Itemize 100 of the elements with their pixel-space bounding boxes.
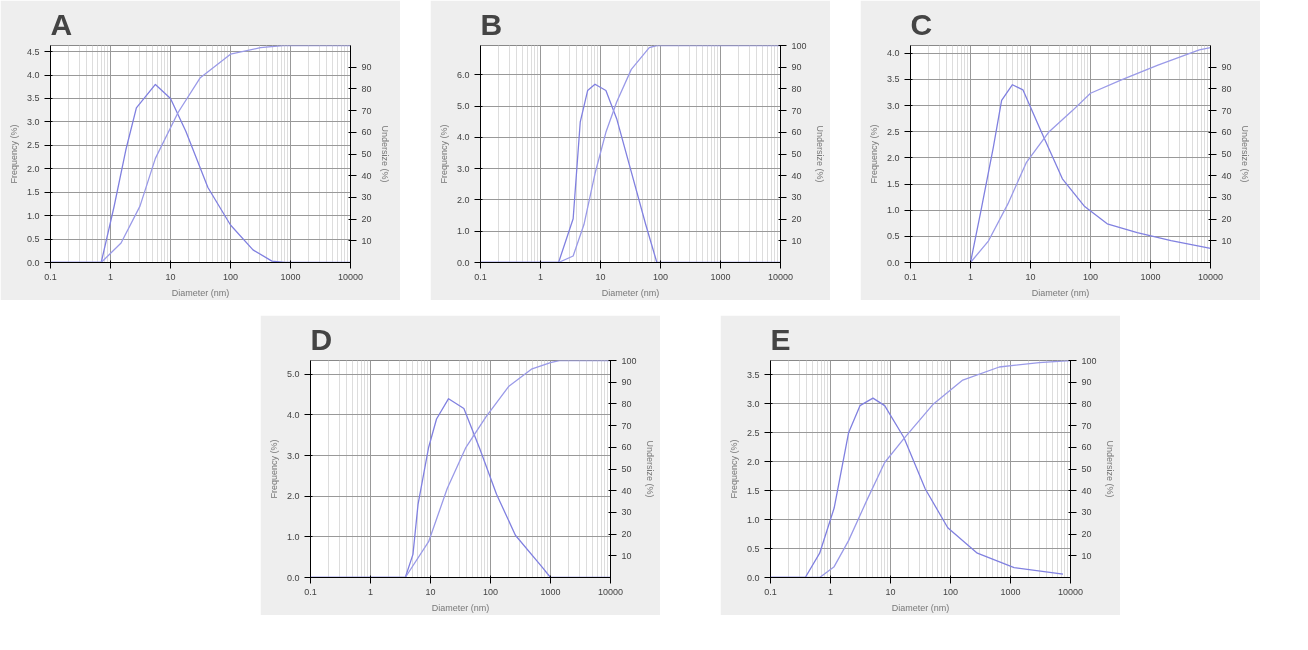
x-tick-label: 100 — [652, 271, 669, 282]
y-tick-label: 2.5 — [886, 126, 900, 137]
chart-title: E — [770, 322, 791, 356]
y2-tick-label: 70 — [1081, 420, 1092, 431]
x-tick-label: 100 — [482, 586, 499, 597]
y-tick-label: 0.0 — [286, 572, 300, 583]
y2-tick-label: 100 — [791, 40, 807, 51]
y-tick-label: 2.0 — [26, 163, 40, 174]
x-tick-label: 10 — [425, 586, 436, 597]
y2-tick-label: 90 — [1221, 62, 1232, 73]
y2-axis-title: Undersize (%) — [1104, 440, 1115, 498]
y-tick-label: 1.5 — [886, 179, 900, 190]
y-tick-label: 2.0 — [286, 491, 300, 502]
y2-tick-label: 60 — [1221, 127, 1232, 138]
y-axis-title: Frequency (%) — [268, 439, 279, 499]
y-tick-label: 1.5 — [26, 187, 40, 198]
y2-tick-label: 40 — [621, 485, 632, 496]
y-tick-label: 1.0 — [886, 205, 900, 216]
y2-axis-title: Undersize (%) — [644, 440, 655, 498]
x-tick-label: 0.1 — [44, 271, 57, 282]
x-tick-label: 10 — [595, 271, 606, 282]
x-tick-label: 10000 — [597, 586, 624, 597]
y2-tick-label: 50 — [1081, 464, 1092, 474]
y2-axis-title: Undersize (%) — [379, 125, 390, 183]
y2-tick-label: 30 — [361, 192, 372, 203]
y-tick-label: 2.0 — [746, 456, 760, 467]
y2-tick-label: 10 — [361, 235, 372, 246]
x-tick-label: 1 — [538, 271, 544, 282]
y2-tick-label: 60 — [1081, 442, 1092, 453]
y2-tick-label: 90 — [1081, 377, 1092, 388]
y-tick-label: 3.0 — [26, 116, 40, 127]
y-axis-title: Frequency (%) — [8, 124, 19, 184]
y2-tick-label: 10 — [1081, 550, 1092, 561]
y-tick-label: 1.5 — [746, 485, 760, 496]
y-tick-label: 1.0 — [26, 210, 40, 221]
y-tick-label: 3.5 — [746, 369, 760, 380]
y2-tick-label: 30 — [1081, 507, 1092, 518]
y2-tick-label: 40 — [1081, 485, 1092, 496]
y-tick-label: 2.5 — [26, 140, 40, 151]
y2-tick-label: 50 — [1221, 149, 1232, 159]
y-tick-label: 0.5 — [886, 231, 900, 242]
x-axis-title: Diameter (nm) — [431, 602, 490, 613]
y2-tick-label: 70 — [621, 420, 632, 431]
x-tick-label: 0.1 — [304, 586, 317, 597]
y-tick-label: 4.0 — [286, 409, 300, 420]
x-tick-label: 10000 — [1197, 271, 1224, 282]
x-tick-label: 10000 — [337, 271, 364, 282]
y-tick-label: 4.0 — [886, 48, 900, 59]
y2-tick-label: 20 — [361, 214, 372, 225]
y2-tick-label: 60 — [621, 442, 632, 453]
y-tick-label: 2.0 — [886, 152, 900, 163]
y2-tick-label: 60 — [361, 127, 372, 138]
y-tick-label: 6.0 — [456, 69, 470, 80]
y2-tick-label: 90 — [791, 62, 802, 73]
y-tick-label: 5.0 — [456, 101, 470, 112]
y2-tick-label: 100 — [621, 355, 637, 366]
y2-tick-label: 50 — [621, 464, 632, 474]
x-axis-title: Diameter (nm) — [601, 287, 660, 298]
y-tick-label: 2.0 — [456, 194, 470, 205]
y-axis-title: Frequency (%) — [728, 439, 739, 499]
x-tick-label: 1000 — [1140, 271, 1161, 282]
x-tick-label: 1 — [368, 586, 374, 597]
x-tick-label: 10 — [1025, 271, 1036, 282]
x-tick-label: 100 — [942, 586, 959, 597]
y-tick-label: 3.0 — [746, 398, 760, 409]
x-tick-label: 1000 — [540, 586, 561, 597]
y-tick-label: 2.5 — [746, 427, 760, 438]
y-tick-label: 0.0 — [456, 257, 470, 268]
y2-tick-label: 80 — [621, 398, 632, 409]
y2-tick-label: 70 — [1221, 105, 1232, 116]
y2-tick-label: 70 — [361, 105, 372, 116]
x-axis-title: Diameter (nm) — [171, 287, 230, 298]
x-axis-title: Diameter (nm) — [891, 602, 950, 613]
y-tick-label: 4.0 — [26, 70, 40, 81]
y-tick-label: 3.0 — [886, 100, 900, 111]
y2-tick-label: 20 — [791, 214, 802, 225]
y2-tick-label: 10 — [621, 550, 632, 561]
y-tick-label: 4.0 — [456, 132, 470, 143]
x-tick-label: 10000 — [767, 271, 794, 282]
x-tick-label: 1000 — [280, 271, 301, 282]
y-tick-label: 3.5 — [26, 93, 40, 104]
y2-tick-label: 80 — [361, 83, 372, 94]
y2-tick-label: 30 — [791, 192, 802, 203]
x-tick-label: 10 — [885, 586, 896, 597]
x-tick-label: 100 — [1082, 271, 1099, 282]
x-tick-label: 0.1 — [474, 271, 487, 282]
y-tick-label: 0.5 — [26, 234, 40, 245]
x-tick-label: 1 — [108, 271, 114, 282]
y-axis-title: Frequency (%) — [868, 124, 879, 184]
y2-tick-label: 60 — [791, 127, 802, 138]
y-tick-label: 3.5 — [886, 74, 900, 85]
x-tick-label: 1 — [968, 271, 974, 282]
chart-title: D — [310, 322, 333, 356]
chart-title: C — [910, 7, 933, 41]
x-tick-label: 0.1 — [764, 586, 777, 597]
x-tick-label: 10000 — [1057, 586, 1084, 597]
y-tick-label: 0.0 — [746, 572, 760, 583]
y2-axis-title: Undersize (%) — [1239, 125, 1250, 183]
y2-tick-label: 80 — [1221, 83, 1232, 94]
y2-tick-label: 30 — [621, 507, 632, 518]
